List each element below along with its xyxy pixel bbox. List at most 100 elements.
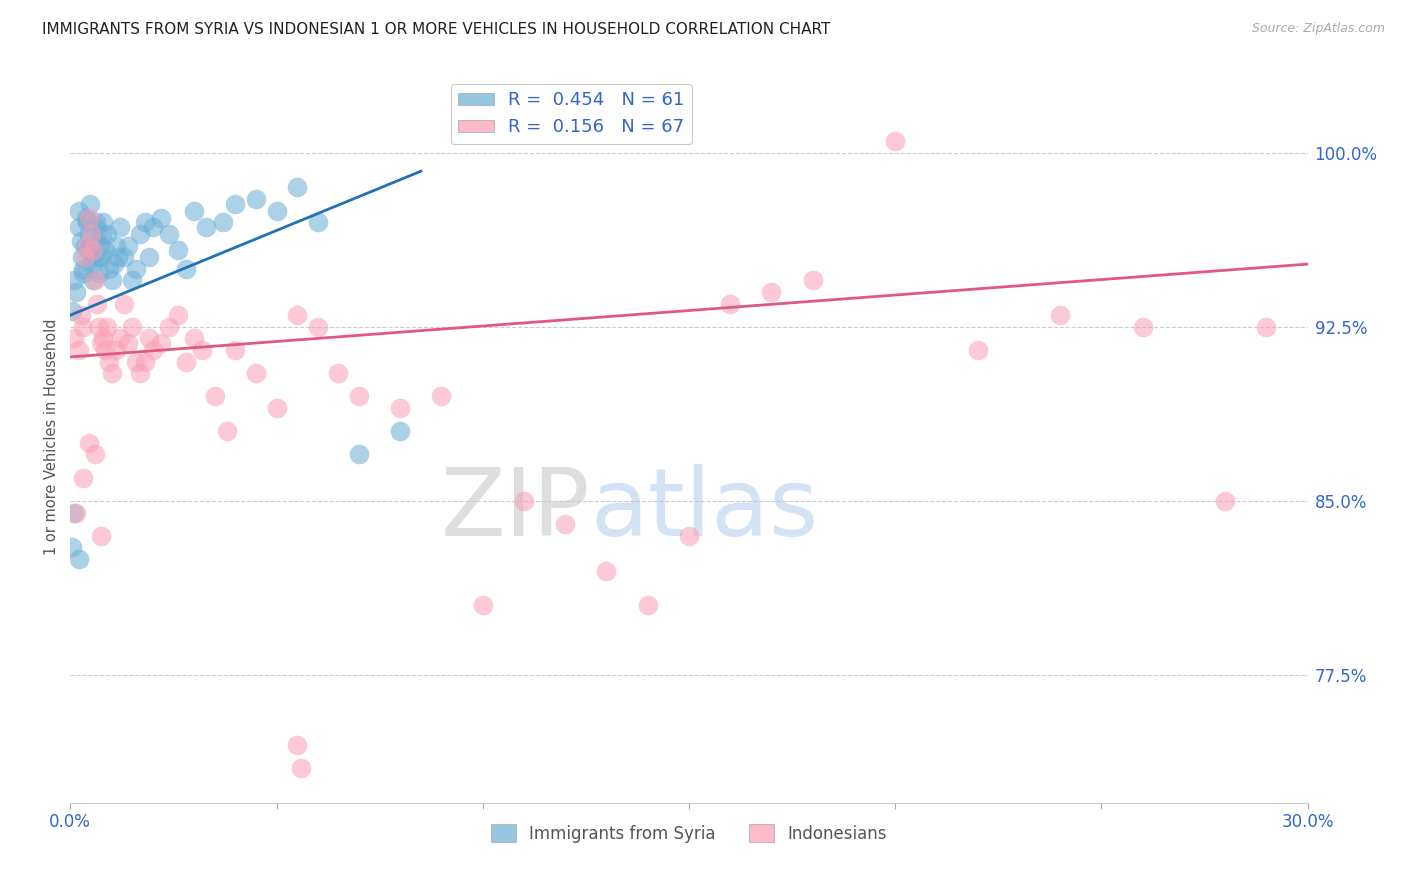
Point [134, 354, 156, 368]
Point [1213, 494, 1236, 508]
Point [108, 331, 131, 345]
Point [966, 343, 988, 357]
Point [100, 366, 122, 380]
Point [84, 273, 107, 287]
Point [91, 215, 114, 229]
Point [150, 211, 173, 225]
Point [129, 366, 152, 380]
Text: IMMIGRANTS FROM SYRIA VS INDONESIAN 1 OR MORE VEHICLES IN HOUSEHOLD CORRELATION : IMMIGRANTS FROM SYRIA VS INDONESIAN 1 OR… [42, 22, 831, 37]
Point [103, 257, 125, 271]
Point [678, 529, 700, 543]
Point [98, 354, 121, 368]
Point [307, 215, 329, 229]
Point [347, 389, 370, 403]
Point [245, 192, 267, 206]
Point [104, 238, 127, 252]
Point [69, 234, 91, 248]
Text: atlas: atlas [591, 464, 818, 557]
Point [513, 494, 536, 508]
Point [290, 761, 312, 775]
Point [94, 243, 117, 257]
Point [328, 366, 350, 380]
Point [70, 250, 93, 264]
Point [347, 448, 370, 462]
Point [90, 529, 112, 543]
Point [96, 319, 118, 334]
Point [84, 219, 107, 234]
Point [63, 506, 86, 520]
Point [183, 331, 205, 345]
Point [224, 196, 246, 211]
Text: Source: ZipAtlas.com: Source: ZipAtlas.com [1251, 22, 1385, 36]
Point [72, 471, 94, 485]
Point [471, 599, 494, 613]
Point [76, 215, 98, 229]
Point [80, 257, 103, 271]
Point [82, 273, 104, 287]
Point [83, 250, 105, 264]
Point [761, 285, 783, 299]
Point [195, 219, 218, 234]
Point [91, 227, 114, 241]
Point [142, 219, 165, 234]
Point [157, 227, 180, 241]
Point [285, 180, 308, 194]
Point [174, 261, 197, 276]
Point [884, 134, 907, 148]
Point [63, 331, 86, 345]
Point [86, 296, 108, 310]
Point [595, 564, 617, 578]
Point [224, 343, 246, 357]
Point [125, 261, 148, 276]
Point [134, 215, 156, 229]
Point [94, 343, 117, 357]
Point [80, 227, 103, 241]
Point [89, 238, 111, 252]
Point [84, 215, 107, 229]
Point [77, 211, 100, 225]
Point [183, 203, 205, 218]
Point [90, 336, 112, 351]
Point [89, 266, 111, 280]
Point [266, 203, 288, 218]
Point [98, 261, 121, 276]
Point [129, 227, 152, 241]
Point [142, 343, 165, 357]
Point [174, 354, 197, 368]
Point [91, 331, 114, 345]
Point [637, 599, 659, 613]
Point [86, 234, 108, 248]
Point [73, 238, 96, 252]
Point [117, 238, 139, 252]
Point [82, 243, 104, 257]
Point [245, 366, 267, 380]
Point [430, 389, 453, 403]
Point [67, 203, 90, 218]
Point [191, 343, 214, 357]
Point [69, 308, 91, 322]
Point [60, 541, 83, 555]
Text: ZIP: ZIP [440, 464, 591, 557]
Point [67, 343, 90, 357]
Point [67, 552, 90, 566]
Point [104, 343, 127, 357]
Point [107, 250, 129, 264]
Point [215, 424, 238, 438]
Point [63, 273, 86, 287]
Point [285, 308, 308, 322]
Point [285, 738, 308, 752]
Point [79, 196, 101, 211]
Point [150, 336, 173, 351]
Point [89, 319, 111, 334]
Point [67, 219, 90, 234]
Point [204, 389, 226, 403]
Point [76, 238, 98, 252]
Point [77, 227, 100, 241]
Point [73, 250, 96, 264]
Point [121, 319, 143, 334]
Point [718, 296, 741, 310]
Point [108, 219, 131, 234]
Point [125, 354, 148, 368]
Point [77, 436, 100, 450]
Point [1132, 319, 1154, 334]
